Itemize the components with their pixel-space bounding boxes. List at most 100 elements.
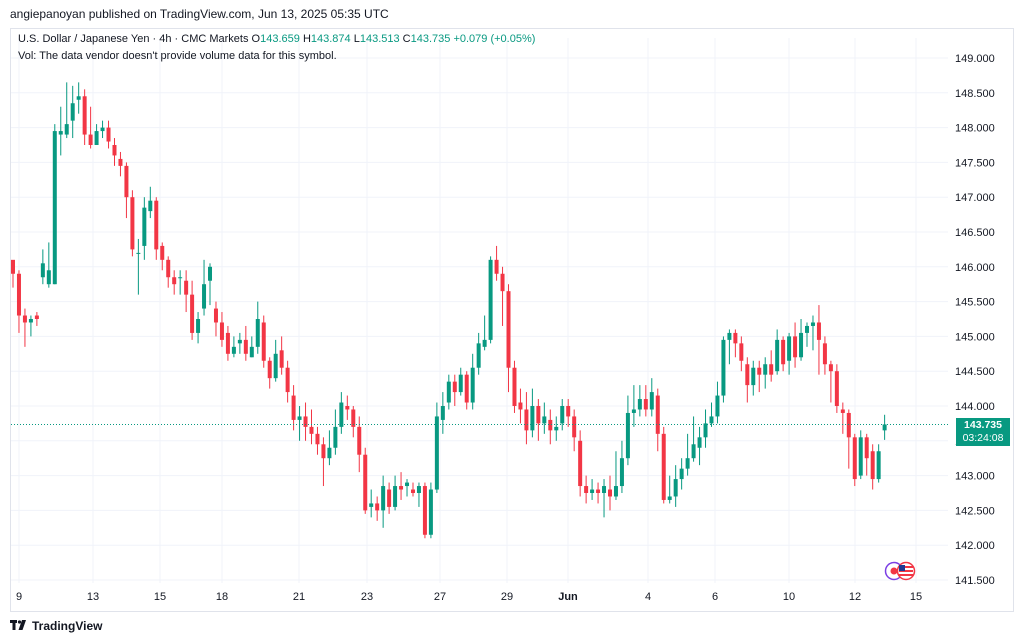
candle-body: [172, 277, 177, 285]
candle-body: [363, 454, 368, 511]
candle-body: [88, 134, 93, 145]
candle: [649, 378, 654, 417]
candle-body: [22, 315, 27, 323]
candle: [112, 138, 117, 166]
x-tick-label: 15: [154, 591, 166, 603]
candle: [357, 416, 362, 473]
candle-body: [488, 259, 493, 340]
candle: [578, 430, 583, 497]
candle-body: [434, 416, 439, 490]
candle: [763, 357, 768, 389]
candle-body: [410, 489, 415, 493]
candle: [864, 433, 869, 476]
candle: [852, 433, 857, 487]
candle: [846, 409, 851, 469]
candle-body: [267, 360, 272, 379]
candle: [685, 433, 690, 476]
candle-body: [315, 433, 320, 445]
candle-body: [816, 322, 821, 340]
x-tick-label: 29: [501, 591, 513, 603]
candle: [757, 360, 762, 393]
candle: [512, 360, 517, 413]
candle-body: [679, 468, 684, 480]
candle-body: [243, 339, 248, 354]
candle: [22, 308, 27, 347]
candle-body: [584, 486, 589, 493]
candle: [679, 458, 684, 490]
candle: [464, 371, 469, 410]
y-tick-label: 149.000: [955, 53, 995, 65]
candle-body: [297, 416, 302, 420]
candle: [172, 270, 177, 295]
candle-body: [196, 319, 201, 333]
candle-body: [530, 406, 535, 431]
candle: [637, 385, 642, 417]
chart-panel[interactable]: [10, 28, 1014, 612]
candle: [261, 315, 266, 368]
candle-body: [769, 364, 774, 375]
y-tick-label: 148.500: [955, 88, 995, 100]
y-tick-label: 147.500: [955, 157, 995, 169]
candle: [751, 360, 756, 396]
candle: [876, 444, 881, 483]
us-japan-flag-icon[interactable]: [884, 561, 918, 581]
candle-body: [112, 145, 117, 156]
candle: [34, 312, 39, 326]
candle: [52, 124, 57, 285]
candle: [816, 305, 821, 375]
candle-body: [578, 440, 583, 487]
candle: [279, 336, 284, 375]
y-tick-label: 143.000: [955, 471, 995, 483]
candle-body: [452, 381, 457, 393]
candle: [721, 336, 726, 403]
candle: [333, 409, 338, 455]
candle-body: [840, 409, 845, 413]
candle-body: [16, 273, 21, 316]
candle: [225, 325, 230, 361]
candle: [566, 399, 571, 427]
candle: [494, 245, 499, 281]
candle: [363, 447, 368, 514]
candle-body: [751, 367, 756, 386]
candle: [243, 325, 248, 361]
candle-body: [154, 200, 159, 250]
candle: [416, 482, 421, 507]
candle: [166, 256, 171, 288]
candle-body: [727, 332, 732, 340]
candle: [327, 430, 332, 466]
candle-body: [828, 364, 833, 372]
candle: [619, 440, 624, 493]
candle-body: [208, 266, 213, 281]
candle-body: [482, 339, 487, 347]
candle: [434, 402, 439, 493]
candle-body: [303, 416, 308, 427]
candle-body: [64, 124, 69, 135]
candle-body: [781, 339, 786, 365]
candle-body: [76, 96, 81, 100]
x-tick-label: 13: [87, 591, 99, 603]
candle: [410, 482, 415, 497]
candle-body: [381, 486, 386, 511]
candle-body: [500, 273, 505, 292]
candle: [16, 270, 21, 333]
candle: [572, 409, 577, 452]
candle-body: [858, 437, 863, 476]
candle-body: [494, 259, 499, 274]
legend-open-value: 143.659: [260, 33, 300, 45]
candle: [661, 426, 666, 504]
bar-countdown: 03:24:08: [962, 432, 1004, 444]
candle: [452, 374, 457, 406]
candle-body: [40, 263, 45, 278]
x-tick-label: 4: [645, 591, 651, 603]
candle: [799, 319, 804, 361]
candle: [548, 409, 553, 445]
candle: [518, 388, 523, 424]
candle-body: [333, 426, 338, 448]
candle-body: [596, 489, 601, 493]
candle-body: [82, 96, 87, 135]
candle-body: [739, 343, 744, 361]
footer-brand[interactable]: TradingView: [10, 619, 102, 633]
candle-body: [834, 371, 839, 406]
candle-body: [369, 503, 374, 507]
